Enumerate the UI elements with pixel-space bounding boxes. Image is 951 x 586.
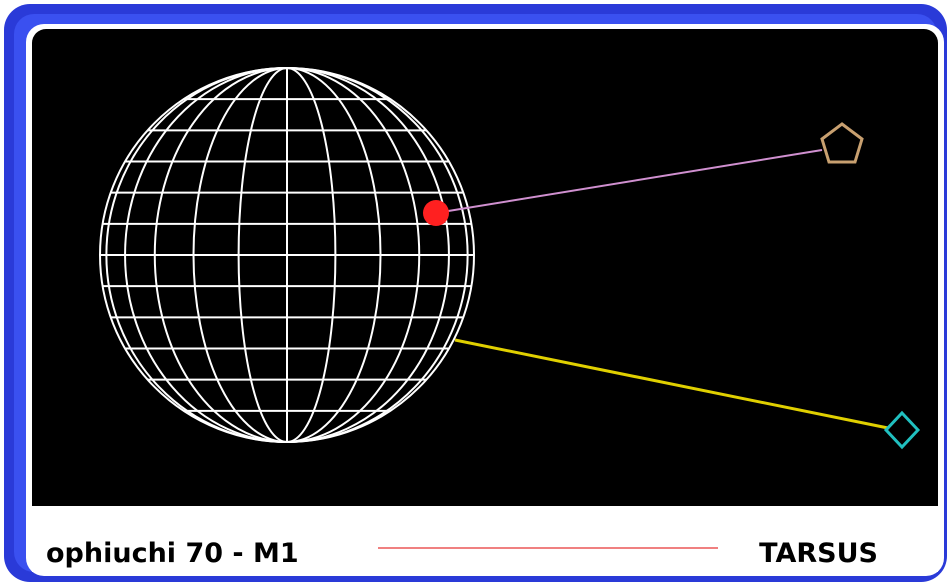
globe (99, 67, 475, 443)
pentagon-target (820, 122, 864, 164)
status-bar (32, 506, 938, 572)
ship-marker (423, 200, 449, 226)
link-line (454, 338, 889, 430)
destination-label: TARSUS (759, 538, 878, 569)
link-line (435, 149, 823, 214)
viewport (32, 29, 938, 570)
location-label: ophiuchi 70 - M1 (46, 538, 299, 569)
diamond-target (883, 410, 921, 450)
